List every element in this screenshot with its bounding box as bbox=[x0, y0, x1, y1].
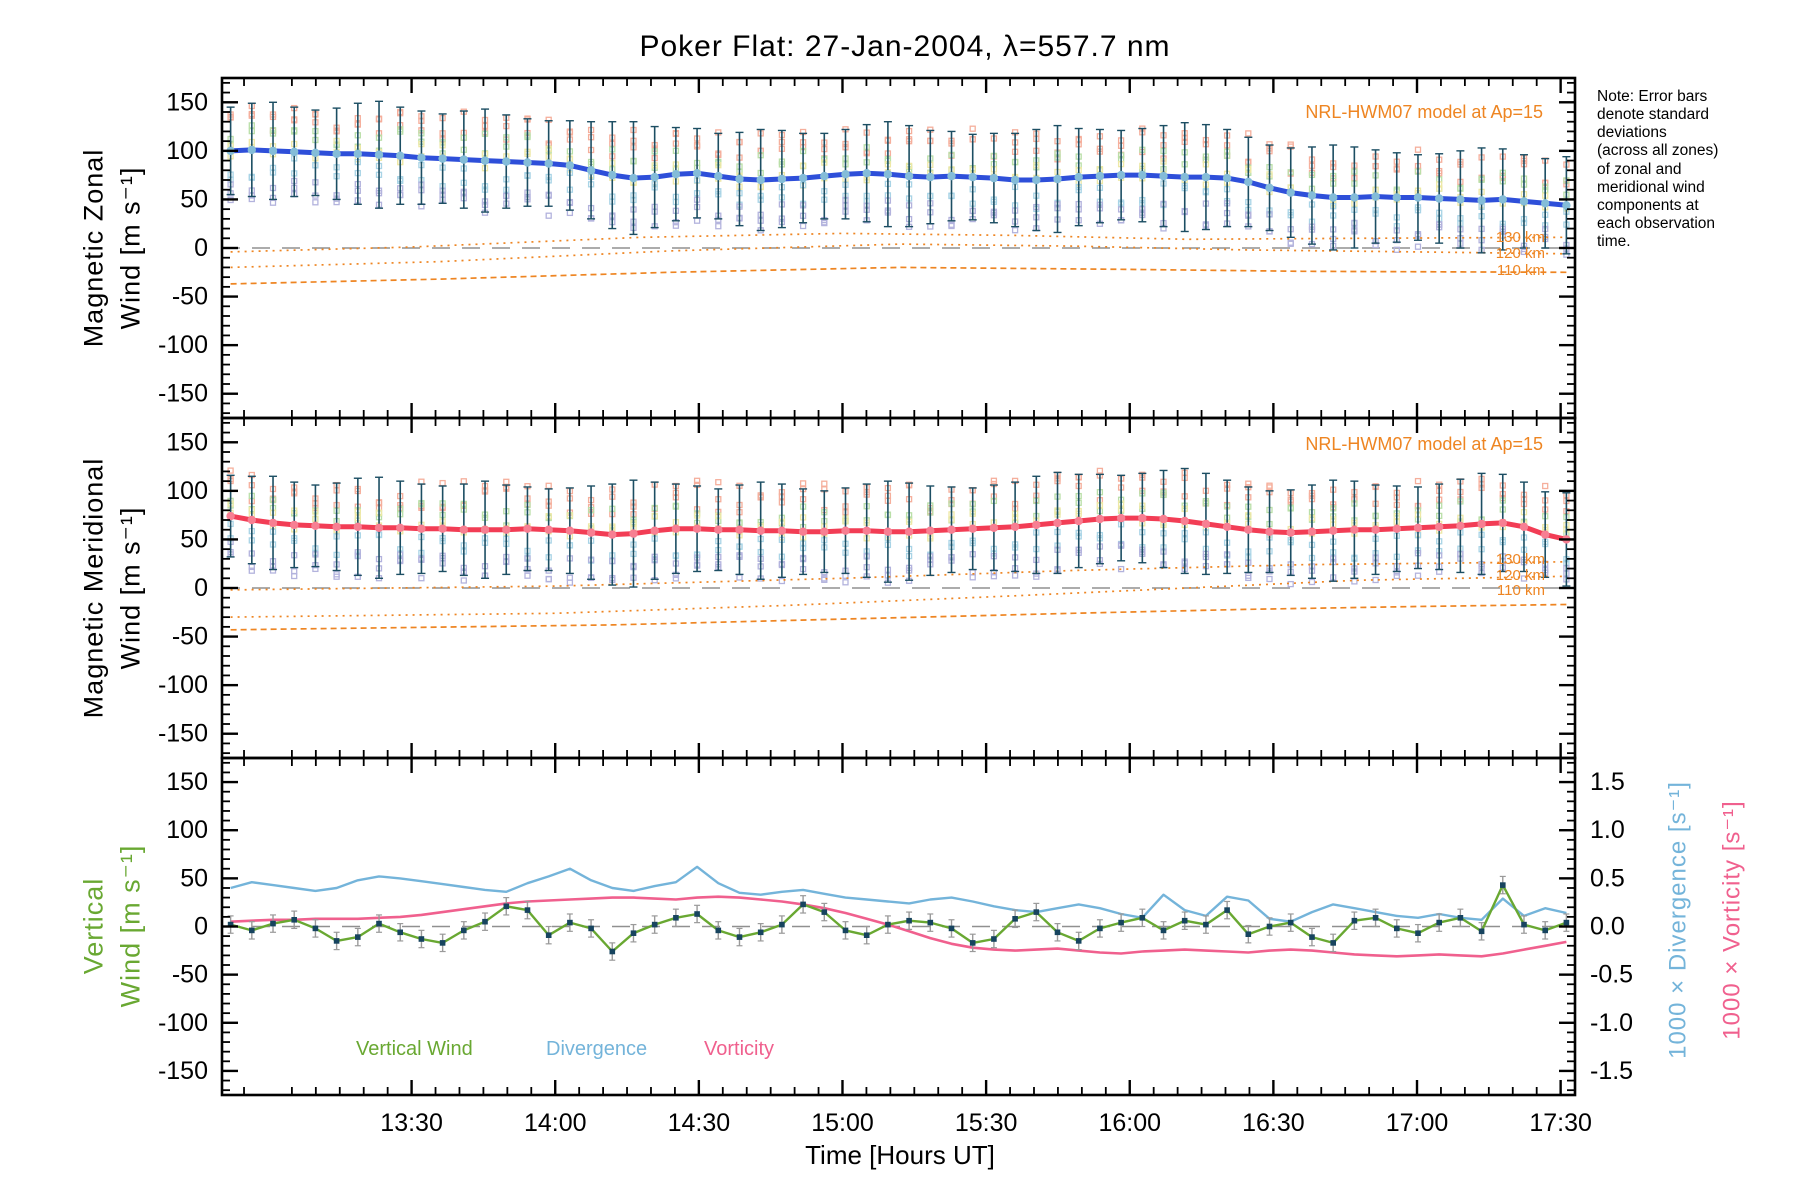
svg-text:50: 50 bbox=[180, 525, 208, 553]
svg-text:-50: -50 bbox=[172, 283, 208, 311]
svg-text:16:30: 16:30 bbox=[1242, 1109, 1305, 1137]
svg-text:50: 50 bbox=[180, 185, 208, 213]
yaxis-title-meridional-line1: Magnetic Meridional bbox=[78, 457, 109, 719]
svg-text:0: 0 bbox=[194, 913, 208, 941]
yaxis-title-meridional-line2: Wind [m s⁻¹] bbox=[115, 506, 146, 670]
note-line: Note: Error bars bbox=[1597, 88, 1708, 105]
svg-text:150: 150 bbox=[166, 428, 208, 456]
panel-magnetic-meridional-data bbox=[223, 467, 1574, 631]
svg-text:150: 150 bbox=[166, 88, 208, 116]
note-line: deviations bbox=[1597, 124, 1667, 142]
svg-text:-100: -100 bbox=[158, 1009, 208, 1037]
svg-text:-100: -100 bbox=[158, 331, 208, 359]
svg-text:-50: -50 bbox=[172, 961, 208, 989]
altitude-label-zonal-120km: 120 km bbox=[1495, 245, 1545, 262]
svg-text:13:30: 13:30 bbox=[380, 1109, 443, 1137]
svg-text:15:30: 15:30 bbox=[955, 1109, 1018, 1137]
altitude-label-meridional-120km: 120 km bbox=[1495, 567, 1545, 584]
svg-text:-1.0: -1.0 bbox=[1590, 1009, 1633, 1037]
chart-title: Poker Flat: 27-Jan-2004, λ=557.7 nm bbox=[639, 30, 1171, 63]
altitude-label-meridional-110km: 110 km bbox=[1496, 582, 1545, 599]
svg-text:-100: -100 bbox=[158, 671, 208, 699]
right-axis-title-vorticity: 1000 × Vorticity [s⁻¹] bbox=[1718, 800, 1746, 1040]
svg-text:17:00: 17:00 bbox=[1386, 1109, 1449, 1137]
svg-text:-0.5: -0.5 bbox=[1590, 961, 1633, 989]
note-block: Note: Error bars denote standard deviati… bbox=[1597, 88, 1792, 251]
svg-text:0.0: 0.0 bbox=[1590, 913, 1625, 941]
svg-text:100: 100 bbox=[166, 477, 208, 505]
legend-item-vorticity: Vorticity bbox=[704, 1038, 775, 1060]
altitude-label-meridional-130km: 130 km bbox=[1495, 551, 1545, 568]
svg-text:-1.5: -1.5 bbox=[1590, 1057, 1633, 1085]
svg-text:0: 0 bbox=[194, 574, 208, 602]
svg-text:15:00: 15:00 bbox=[811, 1109, 874, 1137]
svg-text:17:30: 17:30 bbox=[1529, 1109, 1592, 1137]
note-line: (across all zones) bbox=[1597, 142, 1719, 160]
note-line: time. bbox=[1597, 233, 1631, 250]
svg-text:-150: -150 bbox=[158, 380, 208, 408]
note-line: meridional wind bbox=[1597, 178, 1705, 196]
model-annotation-meridional: NRL-HWM07 model at Ap=15 bbox=[1305, 434, 1543, 454]
svg-text:14:00: 14:00 bbox=[524, 1109, 587, 1137]
note-line: of zonal and bbox=[1597, 160, 1682, 178]
legend-item-divergence: Divergence bbox=[546, 1038, 648, 1060]
svg-text:150: 150 bbox=[166, 768, 208, 796]
svg-text:0: 0 bbox=[194, 234, 208, 262]
svg-text:16:00: 16:00 bbox=[1098, 1109, 1161, 1137]
note-line: each observation bbox=[1597, 214, 1716, 232]
yaxis-title-zonal-line1: Magnetic Zonal bbox=[78, 148, 109, 348]
svg-text:100: 100 bbox=[166, 137, 208, 165]
svg-text:50: 50 bbox=[180, 864, 208, 892]
yaxis-title-vertical-line1: Vertical bbox=[78, 877, 109, 975]
svg-text:1.0: 1.0 bbox=[1590, 816, 1625, 844]
legend-item-vertical-wind: Vertical Wind bbox=[356, 1038, 473, 1060]
svg-text:0.5: 0.5 bbox=[1590, 864, 1625, 892]
panel-magnetic-zonal-data bbox=[223, 100, 1574, 285]
altitude-label-zonal-130km: 130 km bbox=[1495, 229, 1545, 246]
note-line: denote standard bbox=[1597, 106, 1710, 124]
panel-vertical-wind-divergence-vorticity-data bbox=[223, 865, 1574, 961]
right-axis-title-divergence: 1000 × Divergence [s⁻¹] bbox=[1664, 781, 1692, 1059]
note-line: components at bbox=[1597, 196, 1699, 214]
yaxis-title-zonal-line2: Wind [m s⁻¹] bbox=[115, 166, 146, 330]
model-annotation-zonal: NRL-HWM07 model at Ap=15 bbox=[1305, 102, 1543, 122]
svg-text:-150: -150 bbox=[158, 720, 208, 748]
svg-text:-150: -150 bbox=[158, 1057, 208, 1085]
svg-text:14:30: 14:30 bbox=[668, 1109, 731, 1137]
yaxis-title-vertical-line2: Wind [m s⁻¹] bbox=[115, 844, 146, 1008]
axes: -150 -100 -50 0 50 100 150 -150 -100 -50 0 50 100 150… bbox=[158, 76, 1633, 1137]
svg-text:-50: -50 bbox=[172, 623, 208, 651]
xaxis-title: Time [Hours UT] bbox=[805, 1140, 995, 1170]
altitude-label-zonal-110km: 110 km bbox=[1496, 262, 1545, 279]
svg-text:1.5: 1.5 bbox=[1590, 768, 1625, 796]
svg-text:100: 100 bbox=[166, 816, 208, 844]
